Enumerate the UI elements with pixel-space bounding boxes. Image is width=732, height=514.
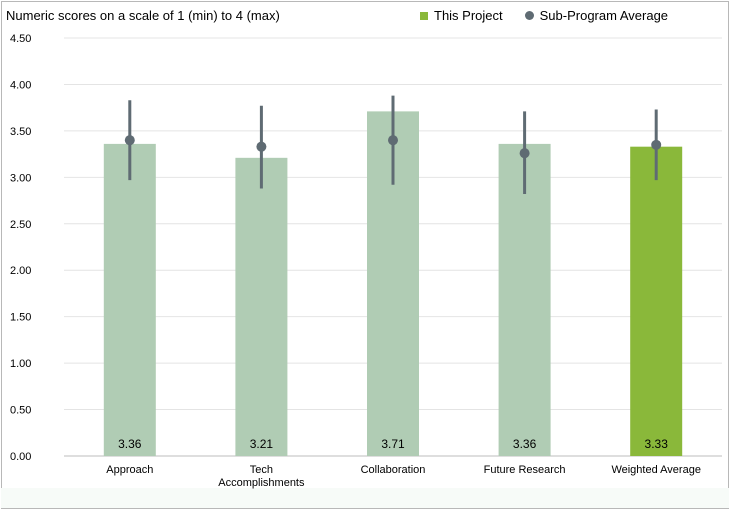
y-tick-label: 0.50 — [10, 405, 31, 417]
bar — [235, 157, 288, 456]
y-tick-label: 1.00 — [10, 358, 31, 370]
bar-value-label: 3.71 — [381, 437, 405, 451]
bar — [498, 143, 551, 457]
legend-label-this-project: This Project — [434, 8, 503, 23]
sub-program-average-point — [519, 148, 530, 159]
legend-label-sub-program-average: Sub-Program Average — [539, 8, 669, 23]
legend-item-this-project: This Project — [420, 8, 503, 23]
bar — [630, 146, 683, 456]
y-tick-label: 4.50 — [10, 33, 31, 45]
x-category-label: Future Research — [484, 464, 566, 476]
x-category-label: Approach — [106, 464, 153, 476]
legend-item-sub-program-average: Sub-Program Average — [524, 8, 669, 23]
y-tick-label: 3.50 — [10, 126, 31, 138]
y-tick-label: 4.00 — [10, 79, 31, 91]
bar-value-label: 3.36 — [118, 437, 142, 451]
sub-program-average-point — [256, 141, 267, 152]
sub-program-average-point — [124, 135, 135, 146]
sub-program-average-point — [388, 135, 398, 146]
y-tick-label: 2.00 — [10, 265, 31, 277]
sub-program-average-point — [651, 139, 662, 150]
bar — [103, 143, 156, 457]
chart-subtitle: Numeric scores on a scale of 1 (min) to … — [6, 8, 280, 23]
legend-swatch-sub-program-average — [524, 11, 534, 20]
legend-swatch-this-project — [420, 11, 428, 20]
x-category-label: Collaboration — [361, 464, 426, 476]
x-category-label: Weighted Average — [611, 464, 701, 476]
chart-legend: This Project Sub-Program Average — [420, 8, 690, 23]
bottom-band — [1, 488, 729, 508]
bar-value-label: 3.33 — [645, 437, 669, 451]
y-tick-label: 2.50 — [10, 219, 31, 231]
y-tick-label: 1.50 — [10, 312, 31, 324]
bar-value-label: 3.21 — [250, 437, 274, 451]
y-tick-label: 0.00 — [10, 451, 31, 463]
bar-value-label: 3.36 — [513, 437, 537, 451]
y-tick-label: 3.00 — [10, 172, 31, 184]
x-category-label: Tech Accomplishments — [218, 464, 305, 489]
